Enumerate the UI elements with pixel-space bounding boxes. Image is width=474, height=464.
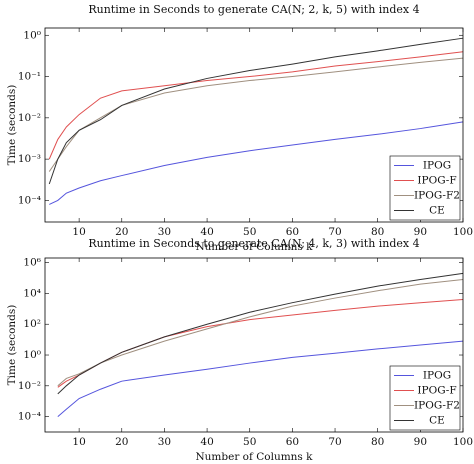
x-tick-label: 30 xyxy=(158,226,171,238)
y-tick-label: 10⁴ xyxy=(23,287,41,299)
x-tick-label: 10 xyxy=(72,436,85,448)
x-tick-label: 20 xyxy=(115,226,128,238)
x-tick-label: 80 xyxy=(371,226,384,238)
y-axis-label: Time (seconds) xyxy=(6,85,18,166)
x-tick-label: 10 xyxy=(72,226,85,238)
series-line xyxy=(57,279,464,387)
y-tick-label: 10⁻⁴ xyxy=(18,194,41,206)
x-tick-label: 90 xyxy=(414,436,427,448)
plot-frame xyxy=(44,257,464,433)
y-tick-label: 10⁻² xyxy=(18,112,41,124)
y-tick-label: 10⁰ xyxy=(23,29,41,41)
legend-label: IPOG-F xyxy=(417,385,456,397)
y-tick-label: 10² xyxy=(23,318,41,330)
plot-frame xyxy=(44,27,464,223)
x-tick-label: 80 xyxy=(371,436,384,448)
series-line xyxy=(48,51,464,160)
legend-label: IPOG-F2 xyxy=(414,400,460,412)
series-line xyxy=(57,340,464,417)
x-tick-label: 30 xyxy=(158,436,171,448)
x-tick-label: 60 xyxy=(286,226,299,238)
series-line xyxy=(57,272,464,395)
y-tick-label: 10⁻¹ xyxy=(18,71,41,83)
series-line xyxy=(48,57,464,172)
x-tick-label: 40 xyxy=(200,226,213,238)
chart: Runtime in Seconds to generate CA(N; 2, … xyxy=(6,3,473,253)
y-tick-label: 10⁻⁴ xyxy=(18,411,41,423)
legend-label: IPOG xyxy=(423,160,451,172)
x-tick-label: 50 xyxy=(243,226,256,238)
x-tick-label: 70 xyxy=(328,436,341,448)
legend-box xyxy=(389,365,461,431)
y-tick-label: 10⁶ xyxy=(23,257,41,269)
series-line xyxy=(48,37,464,185)
legend-box xyxy=(389,155,461,221)
x-tick-label: 70 xyxy=(328,226,341,238)
y-tick-label: 10⁻² xyxy=(18,380,41,392)
series-line xyxy=(49,121,464,205)
y-tick-label: 10⁰ xyxy=(23,349,41,361)
x-tick-label: 40 xyxy=(200,436,213,448)
x-tick-label: 90 xyxy=(414,226,427,238)
legend-label: IPOG-F xyxy=(417,175,456,187)
chart-title: Runtime in Seconds to generate CA(N; 2, … xyxy=(88,3,419,16)
x-axis-label: Number of Columns k xyxy=(195,241,313,253)
x-tick-label: 100 xyxy=(453,226,473,238)
x-axis-label: Number of Columns k xyxy=(195,451,313,463)
x-tick-label: 20 xyxy=(115,436,128,448)
chart: Runtime in Seconds to generate CA(N; 4, … xyxy=(6,237,473,463)
legend-label: IPOG-F2 xyxy=(414,190,460,202)
x-tick-label: 60 xyxy=(286,436,299,448)
chart-title: Runtime in Seconds to generate CA(N; 4, … xyxy=(88,237,419,250)
legend-label: CE xyxy=(429,415,445,427)
y-tick-label: 10⁻³ xyxy=(18,153,41,165)
y-axis-label: Time (seconds) xyxy=(6,305,18,386)
legend-label: CE xyxy=(429,205,445,217)
x-tick-label: 50 xyxy=(243,436,256,448)
legend-label: IPOG xyxy=(423,370,451,382)
x-tick-label: 100 xyxy=(453,436,473,448)
